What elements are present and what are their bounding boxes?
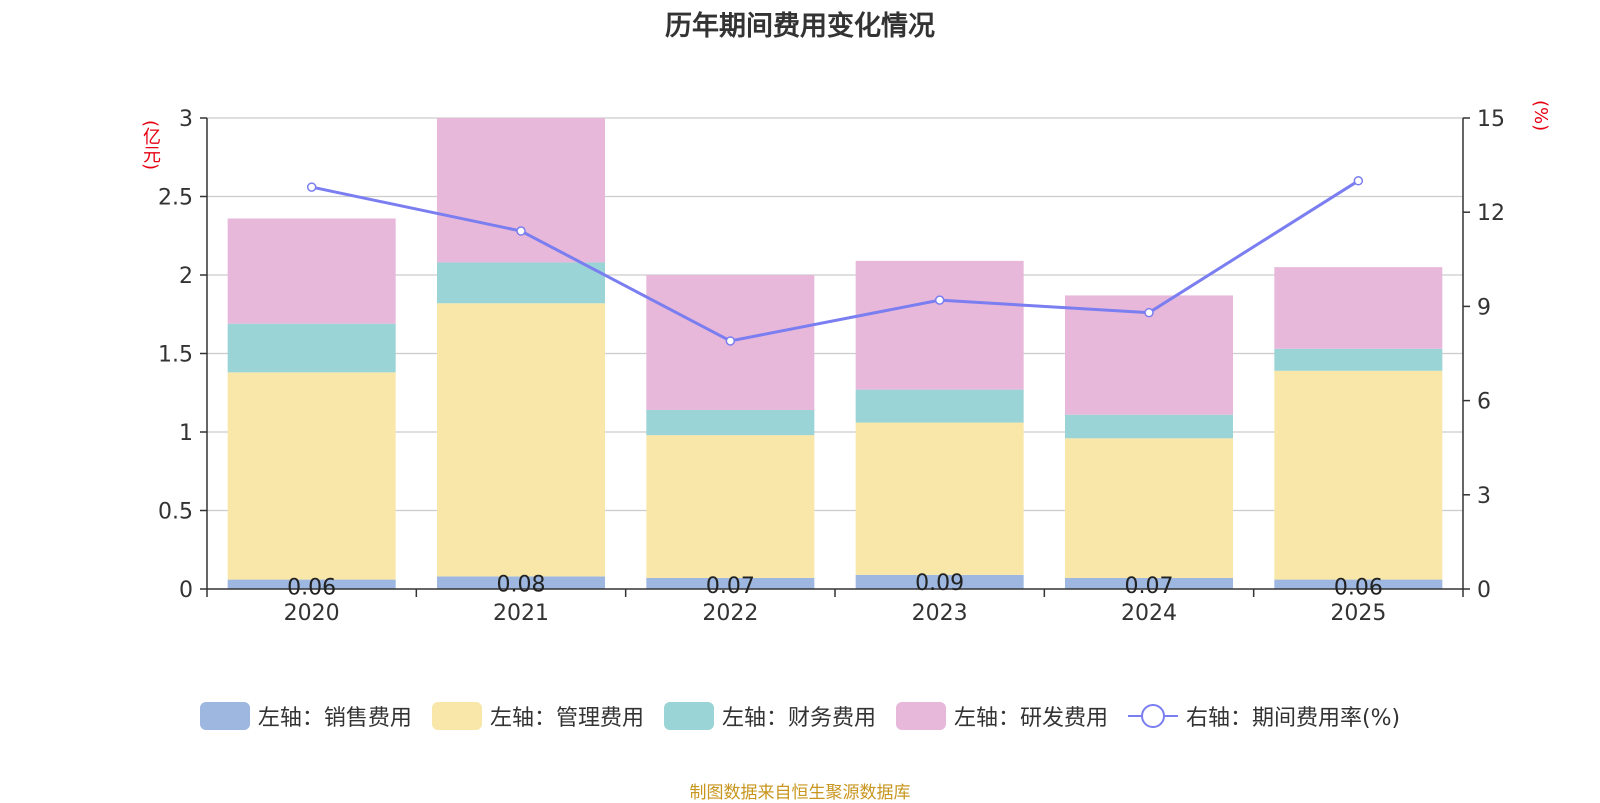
gridlines: [207, 117, 1463, 512]
expense-rate-point-2025: [1353, 176, 1364, 186]
legend-item-finance[interactable]: 左轴：财务费用: [663, 700, 876, 732]
bar-admin-2022: [646, 435, 815, 579]
bar-finance-2020: [227, 323, 396, 373]
right-axis-tick-label: 9: [1477, 295, 1491, 320]
expense-rate-point-2024: [1144, 307, 1154, 318]
x-axis-tick-label: 2023: [912, 601, 968, 626]
legend: 左轴：销售费用 左轴：管理费用 左轴：财务费用 左轴：研发费用 右轴：期间费用率…: [0, 700, 1600, 732]
bar-sales-2025: [1274, 579, 1443, 589]
chart-title: 历年期间费用变化情况: [665, 11, 935, 42]
line-series: [306, 176, 1364, 346]
bar-data-label: 0.07: [706, 574, 755, 599]
legend-swatch-admin: [431, 702, 482, 730]
x-axis-tick-label: 2025: [1330, 601, 1386, 626]
bar-sales-2021: [437, 576, 605, 589]
legend-swatch-finance: [663, 702, 714, 730]
bar-series: [227, 118, 1443, 589]
bar-data-label: 0.07: [1125, 574, 1174, 599]
legend-item-expense-rate[interactable]: 右轴：期间费用率(%): [1127, 700, 1401, 732]
bar-sales-2023: [855, 574, 1024, 589]
source-note: 制图数据来自恒生聚源数据库: [689, 783, 911, 803]
bar-finance-2025: [1274, 348, 1443, 371]
right-axis-tick-label: 15: [1477, 107, 1505, 132]
x-axis-tick-label: 2021: [493, 601, 549, 626]
legend-label-admin: 左轴：管理费用: [489, 706, 644, 731]
expense-rate-point-2020: [306, 182, 317, 192]
bar-finance-2021: [437, 262, 605, 304]
right-axis-tick-label: 0: [1477, 578, 1491, 603]
bar-finance-2023: [855, 389, 1024, 423]
legend-item-admin[interactable]: 左轴：管理费用: [431, 700, 644, 732]
bar-data-label: 0.09: [915, 571, 964, 596]
axes: 0 0.5 1 1.5 2 2.5 3 0 3 6 9 12 15 2020 2021 2022 2023 202…: [158, 107, 1505, 626]
left-axis-unit: (亿元): [140, 120, 161, 171]
bar-sales-2022: [646, 578, 815, 589]
legend-swatch-rnd: [895, 702, 946, 730]
expense-rate-point-2022: [725, 336, 736, 346]
bar-admin-2020: [227, 372, 396, 580]
left-axis-tick-label: 3: [179, 107, 193, 132]
legend-label-sales: 左轴：销售费用: [257, 706, 412, 731]
x-axis-tick-label: 2020: [284, 601, 340, 626]
x-axis-tick-label: 2022: [702, 601, 758, 626]
bar-rnd-2020: [227, 218, 396, 324]
x-axis-tick-label: 2024: [1121, 601, 1177, 626]
right-axis-tick-label: 12: [1477, 201, 1505, 226]
bar-rnd-2025: [1274, 267, 1443, 349]
left-axis-tick-label: 2: [179, 264, 193, 289]
bar-data-label: 0.06: [287, 576, 336, 601]
right-axis-unit: (%): [1530, 100, 1551, 132]
legend-item-rnd[interactable]: 左轴：研发费用: [895, 700, 1108, 732]
bar-finance-2024: [1065, 414, 1233, 439]
data-labels: 0.06 0.08 0.07 0.09 0.07 0.06: [287, 571, 1383, 601]
legend-swatch-sales: [199, 702, 250, 730]
legend-item-sales[interactable]: 左轴：销售费用: [199, 700, 412, 732]
bar-admin-2025: [1274, 370, 1443, 580]
bar-rnd-2021: [437, 118, 605, 263]
right-axis-tick-label: 6: [1477, 390, 1491, 415]
bar-finance-2022: [646, 410, 815, 436]
bar-sales-2024: [1065, 578, 1233, 589]
bar-sales-2020: [227, 579, 396, 589]
left-axis-tick-label: 1.5: [158, 343, 193, 368]
left-axis-tick-label: 1: [179, 421, 193, 446]
bar-admin-2021: [437, 303, 605, 577]
bar-rnd-2023: [855, 260, 1024, 390]
right-axis-tick-label: 3: [1477, 484, 1491, 509]
legend-swatch-expense-rate: [1127, 704, 1178, 728]
bar-data-label: 0.08: [497, 572, 546, 597]
bar-admin-2024: [1065, 438, 1233, 579]
legend-label-rnd: 左轴：研发费用: [953, 706, 1108, 731]
bar-admin-2023: [855, 422, 1024, 575]
expense-rate-point-2023: [934, 295, 945, 305]
expense-rate-point-2021: [516, 226, 526, 236]
legend-label-finance: 左轴：财务费用: [721, 706, 876, 731]
expense-rate-line: [311, 179, 1360, 343]
legend-label-expense-rate: 右轴：期间费用率(%): [1185, 706, 1401, 731]
left-axis-tick-label: 0.5: [158, 500, 193, 525]
bar-data-label: 0.06: [1334, 576, 1383, 601]
left-axis-tick-label: 0: [179, 578, 193, 603]
left-axis-tick-label: 2.5: [158, 186, 193, 211]
